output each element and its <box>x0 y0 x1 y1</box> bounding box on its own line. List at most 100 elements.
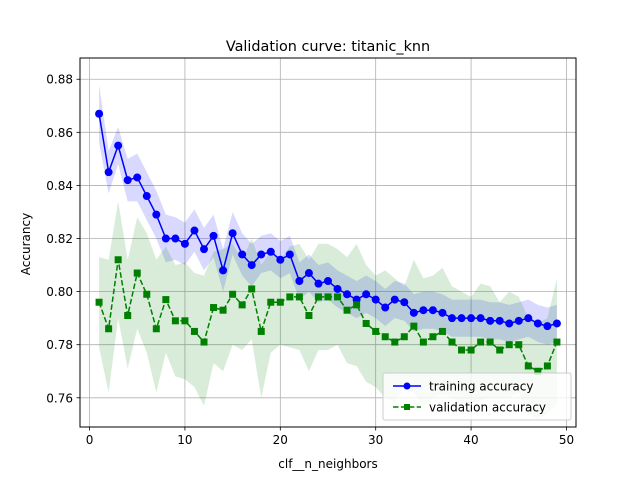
training-accuracy-point <box>333 284 342 293</box>
x-tick-label: 30 <box>368 433 383 447</box>
validation-accuracy-point <box>486 338 494 346</box>
training-accuracy-point <box>476 314 485 323</box>
validation-accuracy-point <box>238 301 246 309</box>
training-accuracy-point <box>343 290 352 299</box>
confidence-bands <box>99 84 557 420</box>
y-tick-label: 0.76 <box>46 391 73 405</box>
x-tick-label: 20 <box>273 433 288 447</box>
x-axis-label: clf__n_neighbors <box>278 457 377 471</box>
validation-accuracy-point <box>477 338 485 346</box>
training-accuracy-point <box>238 250 247 259</box>
training-accuracy-point <box>314 279 323 288</box>
validation-accuracy-point <box>543 362 551 370</box>
training-accuracy-point <box>200 245 208 254</box>
validation-accuracy-point <box>95 298 103 306</box>
training-accuracy-point <box>133 173 142 182</box>
y-axis-ticks: 0.76 0.78 0.80 0.82 0.84 0.86 0.88 <box>46 73 80 405</box>
training-accuracy-point <box>400 298 409 307</box>
y-tick-label: 0.78 <box>46 338 73 352</box>
training-accuracy-point <box>486 316 495 325</box>
validation-accuracy-point <box>305 312 313 320</box>
training-accuracy-point <box>152 210 161 219</box>
training-accuracy-point <box>142 192 151 201</box>
training-accuracy-point <box>381 303 390 312</box>
training-accuracy-point <box>371 295 380 304</box>
validation-accuracy-point <box>419 338 427 346</box>
validation-accuracy-band <box>99 201 557 420</box>
validation-accuracy-point <box>257 327 265 335</box>
validation-accuracy-point <box>391 338 399 346</box>
validation-accuracy-point <box>181 317 189 325</box>
validation-accuracy-point <box>458 346 466 354</box>
training-accuracy-point <box>543 322 552 331</box>
training-accuracy-point <box>304 269 313 278</box>
training-accuracy-point <box>257 250 266 259</box>
training-accuracy-point <box>495 316 504 325</box>
training-accuracy-point <box>448 314 456 323</box>
validation-accuracy-point <box>114 256 122 264</box>
x-tick-label: 40 <box>463 433 478 447</box>
training-accuracy-point <box>514 316 523 325</box>
training-accuracy-point <box>171 234 180 243</box>
training-accuracy-point <box>419 306 428 315</box>
validation-accuracy-point <box>467 346 475 354</box>
validation-accuracy-point <box>381 333 389 341</box>
training-accuracy-point <box>533 319 542 328</box>
y-axis-label: Accurancy <box>19 213 33 275</box>
validation-accuracy-point <box>248 285 256 293</box>
training-accuracy-point <box>409 308 418 317</box>
legend-training-marker <box>403 382 411 390</box>
training-accuracy-point <box>295 276 304 285</box>
validation-accuracy-point <box>295 293 303 301</box>
x-tick-label: 10 <box>177 433 192 447</box>
validation-accuracy-point <box>496 346 504 354</box>
validation-accuracy-point <box>362 319 370 327</box>
legend-training-label: training accuracy <box>429 380 533 394</box>
validation-accuracy-point <box>124 312 132 320</box>
validation-accuracy-point <box>219 306 227 314</box>
training-accuracy-point <box>438 308 447 317</box>
y-tick-label: 0.84 <box>46 179 73 193</box>
validation-accuracy-point <box>324 293 332 301</box>
validation-accuracy-point <box>505 341 513 349</box>
x-axis-ticks: 0 10 20 30 40 50 <box>86 427 574 447</box>
validation-accuracy-point <box>190 327 198 335</box>
validation-accuracy-point <box>448 338 456 346</box>
validation-accuracy-point <box>171 317 179 325</box>
training-accuracy-point <box>505 319 514 328</box>
legend-validation-label: validation accuracy <box>429 401 546 415</box>
training-accuracy-point <box>190 226 199 235</box>
training-accuracy-point <box>209 231 218 240</box>
training-accuracy-point <box>276 255 285 264</box>
validation-accuracy-point <box>162 296 170 304</box>
training-accuracy-point <box>457 314 466 323</box>
training-accuracy-band <box>99 84 557 345</box>
plot-frame <box>79 57 577 428</box>
y-tick-label: 0.86 <box>46 126 73 140</box>
validation-accuracy-point <box>438 327 446 335</box>
validation-accuracy-point <box>229 290 237 298</box>
validation-accuracy-point <box>105 325 113 333</box>
training-accuracy-point <box>324 276 332 285</box>
validation-accuracy-point <box>334 293 342 301</box>
validation-accuracy-point <box>343 306 351 314</box>
legend-box <box>382 372 572 421</box>
legend-validation-marker <box>404 404 410 410</box>
validation-accuracy-point <box>286 293 294 301</box>
training-accuracy-point <box>114 141 123 150</box>
training-accuracy-point <box>285 250 294 259</box>
y-tick-label: 0.88 <box>46 73 73 87</box>
training-accuracy-point <box>95 109 104 118</box>
training-accuracy-point <box>180 239 189 248</box>
training-accuracy-point <box>266 247 275 256</box>
training-accuracy-point <box>390 295 399 304</box>
validation-accuracy-point <box>276 298 284 306</box>
validation-accuracy-point <box>133 269 141 277</box>
validation-accuracy-point <box>353 301 361 309</box>
validation-accuracy-point <box>210 304 218 312</box>
validation-accuracy-point <box>400 333 408 341</box>
training-accuracy-point <box>524 314 533 323</box>
x-tick-label: 50 <box>559 433 574 447</box>
validation-accuracy-point <box>515 341 523 349</box>
